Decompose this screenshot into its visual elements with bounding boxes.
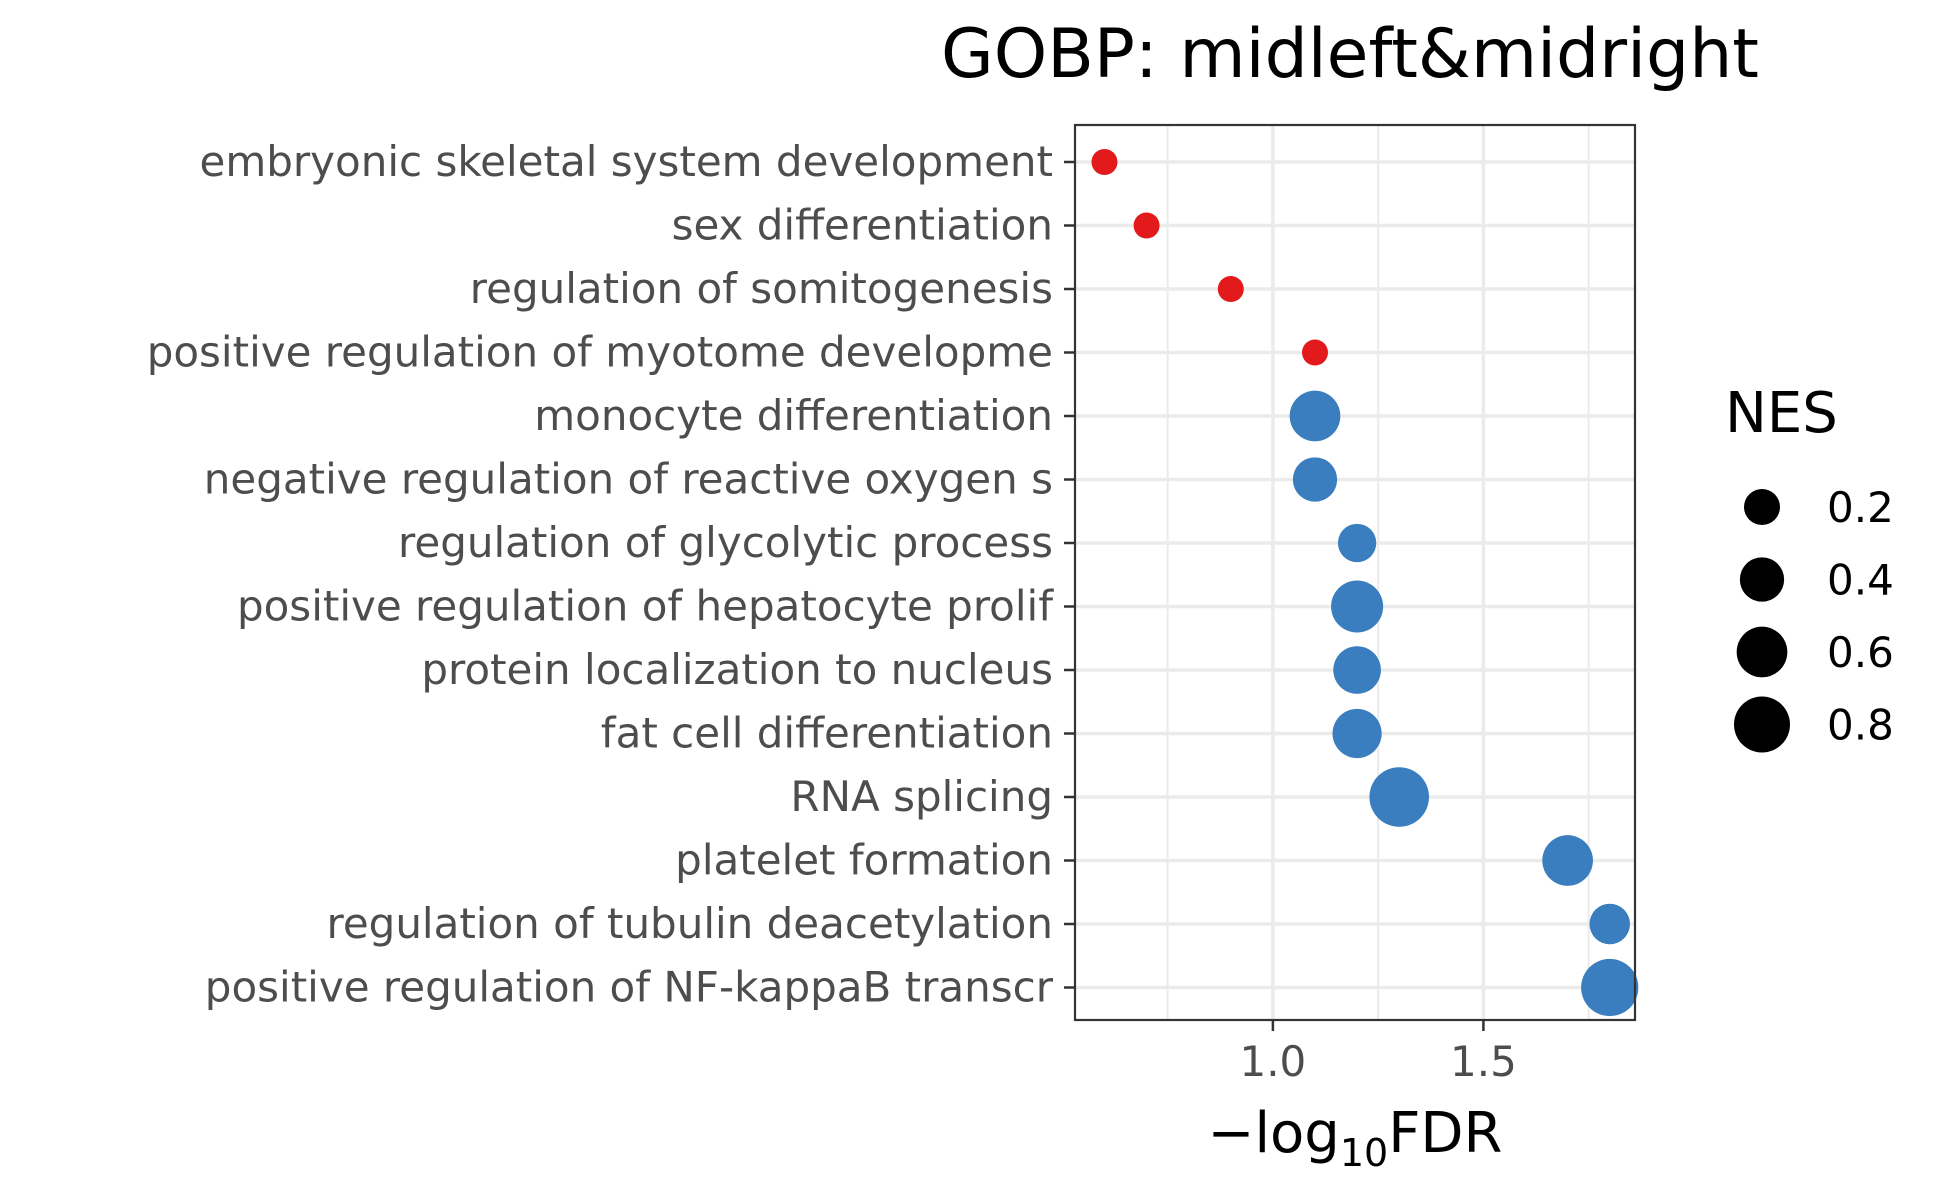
- legend-title: NES: [1725, 381, 1838, 446]
- y-tick-label: fat cell differentiation: [601, 709, 1053, 758]
- x-axis-title-suffix: FDR: [1388, 1101, 1502, 1166]
- data-point: [1133, 212, 1160, 239]
- y-tick-label: positive regulation of NF-kappaB transcr: [205, 963, 1054, 1012]
- data-point: [1289, 390, 1341, 442]
- y-tick-label: regulation of glycolytic process: [398, 518, 1053, 567]
- y-tick-label: positive regulation of myotome developme: [147, 328, 1053, 377]
- data-point: [1581, 958, 1639, 1017]
- legend-label: 0.8: [1827, 701, 1894, 750]
- legend-label: 0.6: [1827, 628, 1894, 677]
- legend-key: [1744, 489, 1780, 525]
- data-point: [1331, 580, 1384, 633]
- plot-background: [1075, 125, 1635, 1020]
- x-tick-label: 1.0: [1239, 1037, 1306, 1086]
- y-tick-label: RNA splicing: [790, 772, 1053, 821]
- x-axis-title-subscript: 10: [1340, 1131, 1388, 1175]
- x-axis-title-prefix: −log: [1208, 1101, 1340, 1166]
- data-point: [1332, 708, 1382, 759]
- y-tick-label: platelet formation: [675, 836, 1053, 885]
- data-point: [1217, 276, 1244, 302]
- legend-label: 0.2: [1827, 483, 1894, 532]
- y-tick-label: embryonic skeletal system development: [200, 137, 1054, 186]
- data-point: [1542, 835, 1593, 886]
- y-axis: embryonic skeletal system development sex…: [147, 137, 1075, 1012]
- y-tick-label: positive regulation of hepatocyte prolif: [237, 582, 1054, 631]
- plot-panel: [1073, 123, 1639, 1022]
- data-point: [1337, 523, 1377, 563]
- y-tick-label: regulation of tubulin deacetylation: [326, 899, 1053, 948]
- x-axis: 1.0 1.5: [1239, 1020, 1517, 1086]
- y-tick-label: sex differentiation: [672, 201, 1053, 250]
- legend-key: [1739, 557, 1785, 602]
- y-tick-label: protein localization to nucleus: [421, 645, 1053, 694]
- data-points: [1091, 149, 1639, 1017]
- x-axis-title: −log10FDR: [1208, 1101, 1503, 1175]
- data-point: [1302, 339, 1328, 366]
- plot-border: [1073, 123, 1637, 1022]
- y-tick-label: monocyte differentiation: [534, 391, 1053, 440]
- data-point: [1292, 457, 1338, 502]
- chart-title: GOBP: midleft&midright: [941, 15, 1759, 94]
- y-tick-label: negative regulation of reactive oxygen s: [204, 455, 1053, 504]
- data-point: [1333, 646, 1381, 694]
- legend-label: 0.4: [1827, 556, 1894, 605]
- x-tick-label: 1.5: [1450, 1037, 1517, 1086]
- data-point: [1589, 903, 1630, 945]
- data-point: [1091, 149, 1118, 175]
- legend-key: [1734, 696, 1790, 753]
- legend: NES 0.2 0.4 0.6 0.8: [1725, 381, 1894, 753]
- y-tick-label: regulation of somitogenesis: [470, 264, 1053, 313]
- data-point: [1369, 767, 1430, 827]
- legend-key: [1736, 626, 1788, 678]
